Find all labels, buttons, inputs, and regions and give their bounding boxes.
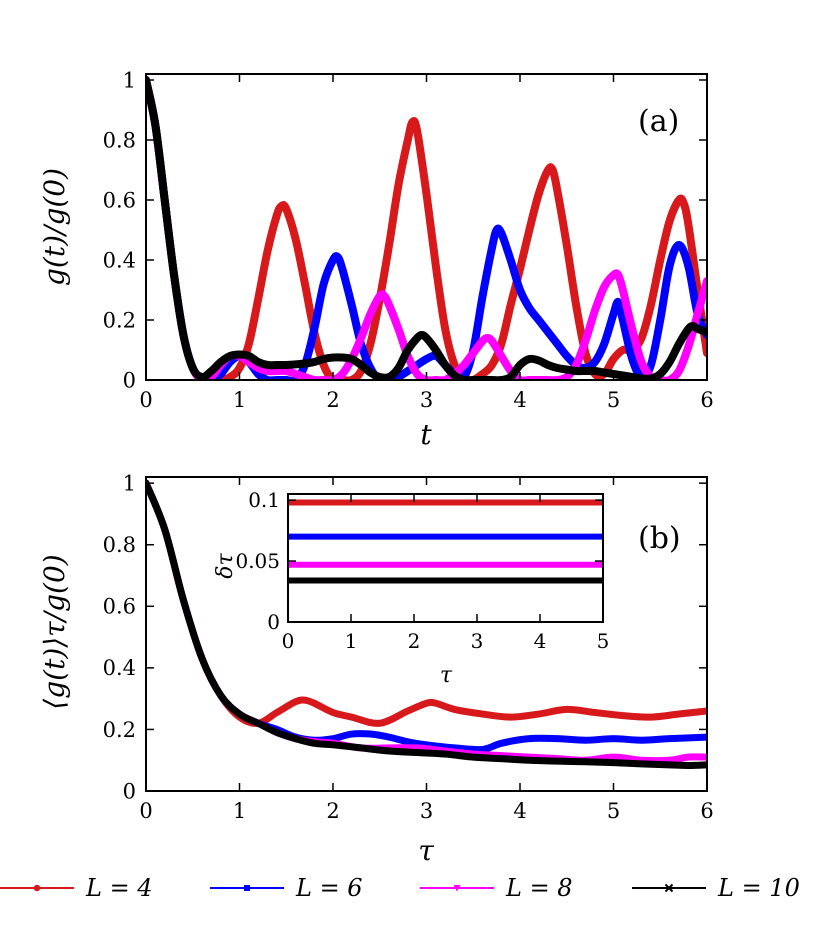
inset-y-axis-label: δτ [213, 552, 238, 578]
legend-marker [33, 884, 41, 892]
inset-x-tick-label: 2 [408, 629, 421, 653]
panel-a-y-tick-label: 0.6 [103, 188, 136, 212]
legend-marker [664, 883, 674, 893]
panel-b-x-tick-label: 1 [233, 799, 246, 823]
panel-b-x-tick-label: 4 [513, 799, 526, 823]
legend-marker [453, 885, 461, 892]
inset-background [288, 494, 603, 622]
panel-a-x-tick-label: 3 [420, 388, 433, 412]
inset-x-tick-label: 0 [282, 629, 295, 653]
legend-item-L10: L = 10 [632, 874, 800, 902]
inset-x-tick-label: 4 [534, 629, 547, 653]
panel-a-x-tick-label: 4 [513, 388, 526, 412]
panel-b-x-tick-label: 5 [607, 799, 620, 823]
panel-a-x-tick-label: 5 [607, 388, 620, 412]
panel-b-x-tick-label: 2 [326, 799, 339, 823]
inset-y-tick-label: 0.1 [248, 488, 280, 512]
legend-label: L = 4 [85, 874, 153, 902]
panel-b-y-tick-label: 0.2 [103, 718, 136, 742]
panel-a-y-tick-label: 1 [123, 68, 136, 92]
legend-item-L8: L = 8 [420, 874, 573, 902]
panel-a-y-tick-label: 0.2 [103, 308, 136, 332]
inset-x-axis-label: τ [440, 663, 453, 688]
panel-a-x-tick-label: 6 [700, 388, 713, 412]
panel-a-series-line-L10 [146, 76, 707, 380]
panel-b-y-tick-label: 0 [123, 779, 136, 803]
legend-label: L = 6 [295, 874, 363, 902]
inset-x-tick-label: 5 [597, 629, 610, 653]
legend-item-L4: L = 4 [0, 874, 153, 902]
panel-a-x-tick-label: 0 [139, 388, 152, 412]
panel-a-x-axis-label: t [420, 418, 432, 451]
panel-a-x-tick-label: 2 [326, 388, 339, 412]
panel-b-y-tick-label: 1 [123, 472, 136, 496]
panel-a-y-tick-label: 0 [123, 368, 136, 392]
panel-b: 0 1 2 3 4 5 6 0 0.2 0.4 0.6 0.8 1 (b) τ ⟨g(t)⟩τ/g(0)… [38, 472, 714, 867]
legend: L = 4 L = 6 L = 8 L = 10 [0, 874, 800, 902]
panel-a-y-tick-label: 0.4 [103, 248, 136, 272]
inset-chart: 0 1 2 3 4 5 0 0.05 0.1 τ δτ [213, 488, 609, 688]
panel-a-tag: (a) [638, 104, 679, 139]
inset-x-tick-label: 3 [471, 629, 484, 653]
panel-a-x-tick-label: 1 [233, 388, 246, 412]
panel-b-x-tick-label: 3 [420, 799, 433, 823]
panel-b-series-line-L10 [146, 479, 707, 769]
panel-b-y-tick-label: 0.4 [103, 656, 136, 680]
panel-b-y-tick-label: 0.8 [103, 533, 136, 557]
inset-y-tick-label: 0 [267, 610, 280, 634]
panel-b-x-axis-label: τ [418, 834, 434, 867]
panel-a-y-tick-label: 0.8 [103, 128, 136, 152]
inset-frame [287, 493, 604, 623]
legend-label: L = 10 [717, 874, 800, 902]
panel-a-y-axis-label: g(t)/g(0) [38, 168, 71, 286]
panel-b-tag: (b) [638, 521, 681, 556]
panel-b-x-tick-label: 0 [139, 799, 152, 823]
panel-a: 0 1 2 3 4 5 6 0 0.2 0.4 0.6 0.8 1 (a) t g(t)/g(0) [38, 68, 714, 451]
panel-b-y-axis-label: ⟨g(t)⟩τ/g(0) [38, 554, 71, 709]
panel-b-x-tick-label: 6 [700, 799, 713, 823]
legend-label: L = 8 [505, 874, 573, 902]
panel-b-y-tick-label: 0.6 [103, 595, 136, 619]
inset-x-tick-label: 1 [345, 629, 358, 653]
legend-marker [244, 885, 250, 891]
inset-y-tick-label: 0.05 [235, 549, 280, 573]
legend-item-L6: L = 6 [210, 874, 363, 902]
